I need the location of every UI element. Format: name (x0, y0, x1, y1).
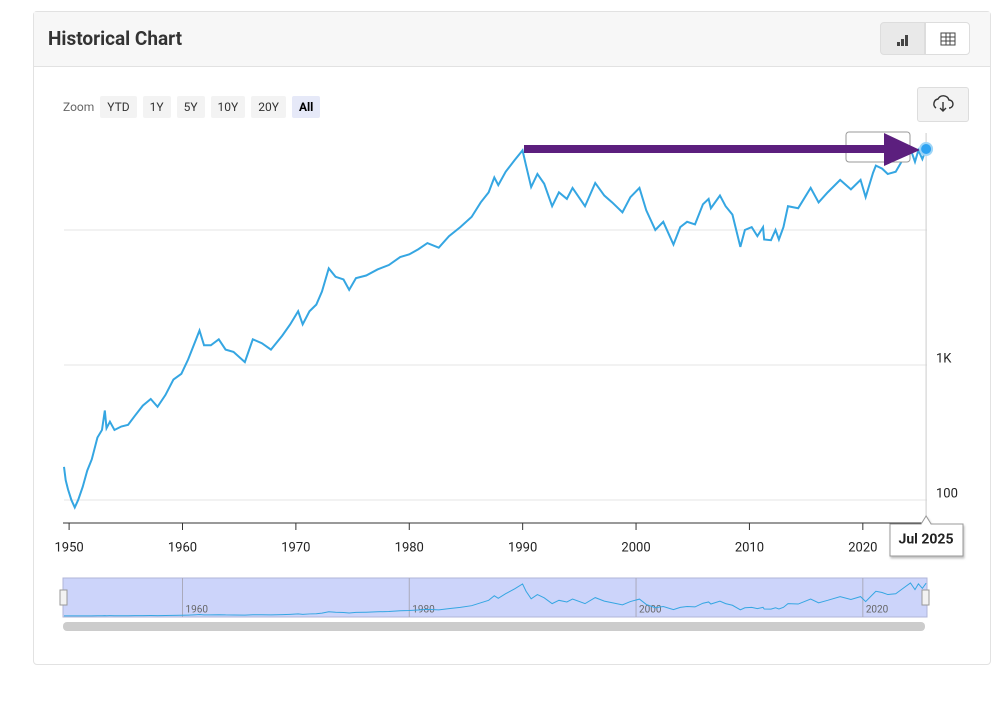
last-point (919, 142, 934, 157)
icon (940, 32, 956, 46)
zoom-button[interactable]: 10Y (210, 96, 246, 118)
x-tick-label: 1970 (281, 540, 310, 555)
zoom-button[interactable]: All (291, 96, 321, 118)
price-line (63, 146, 928, 510)
table-view-button[interactable] (925, 22, 970, 55)
zoom-bar: Zoom YTD 1Y 5Y 10Y 20Y All (63, 96, 321, 118)
download-button[interactable] (917, 87, 969, 122)
icon (897, 35, 908, 46)
navigator-label: 2020 (866, 605, 889, 616)
navigator-label: 2000 (639, 605, 662, 616)
x-tick-label: 1950 (54, 540, 83, 555)
header: Historical Chart (34, 12, 990, 67)
navigator-label: 1960 (185, 605, 208, 616)
crosshair-label: Jul 2025 (899, 532, 954, 548)
panel: Historical Chart (33, 11, 991, 665)
chart-title: Historical Chart (48, 27, 183, 50)
navigator-handle[interactable] (921, 589, 930, 606)
crosshair-label-box (889, 515, 964, 557)
navigator-line (63, 582, 927, 617)
zoom-button[interactable]: 5Y (176, 96, 205, 118)
zoom-button[interactable]: YTD (100, 96, 137, 118)
zoom-button[interactable]: 20Y (251, 96, 286, 118)
x-tick-label: 2010 (735, 540, 764, 555)
x-tick-label: 1960 (168, 540, 197, 555)
navigator-handle[interactable] (59, 589, 68, 606)
scrollbar (63, 622, 925, 631)
icon (933, 95, 954, 112)
x-tick-label: 2000 (621, 540, 650, 555)
y-tick-label: 1K (936, 351, 952, 366)
x-tick-label: 2020 (848, 540, 877, 555)
x-tick-label: 1980 (395, 540, 424, 555)
chart-view-button[interactable] (880, 22, 925, 55)
x-tick-label: 1990 (508, 540, 537, 555)
zoom-label: Zoom (63, 100, 95, 114)
y-tick-label: 100 (936, 486, 958, 501)
zoom-button[interactable]: 1Y (142, 96, 171, 118)
annotation-arrowhead (884, 133, 920, 166)
